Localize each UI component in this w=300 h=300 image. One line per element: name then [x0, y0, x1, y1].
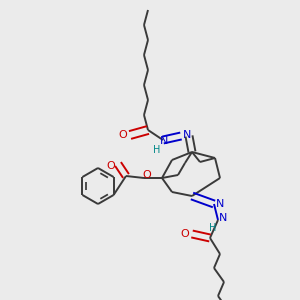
- Text: N: N: [160, 136, 168, 146]
- Text: N: N: [219, 213, 227, 223]
- Text: O: O: [106, 161, 116, 171]
- Text: N: N: [216, 199, 224, 209]
- Text: H: H: [153, 145, 161, 155]
- Text: H: H: [209, 223, 217, 233]
- Text: O: O: [181, 229, 189, 239]
- Text: O: O: [142, 170, 152, 180]
- Text: O: O: [118, 130, 127, 140]
- Text: N: N: [183, 130, 191, 140]
